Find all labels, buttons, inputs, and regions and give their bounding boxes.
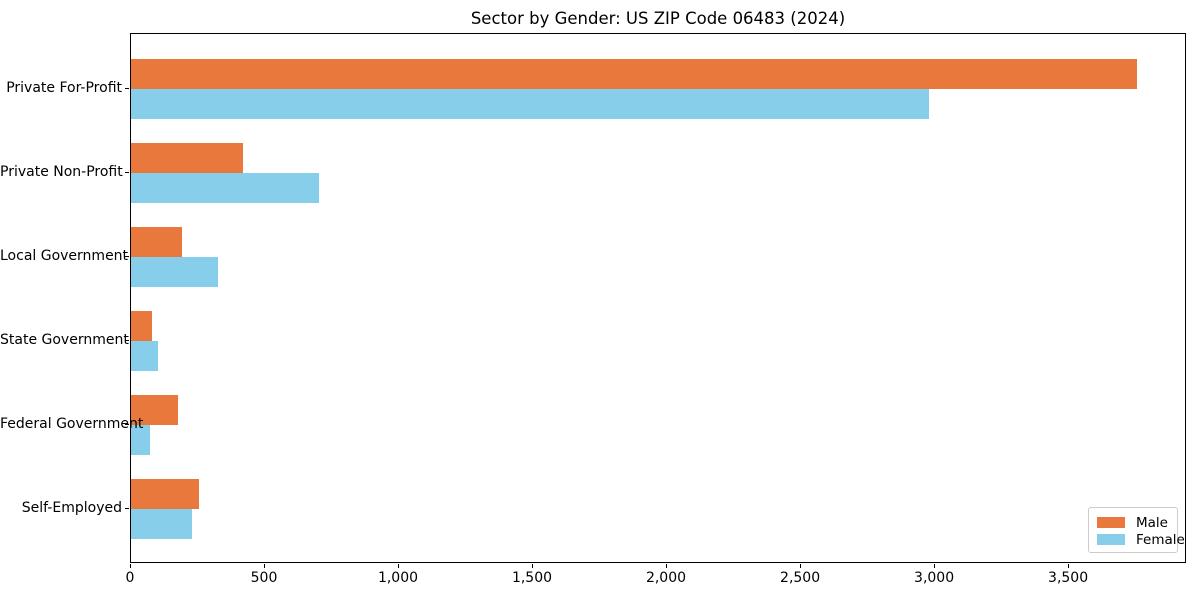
bar-female-self-employed xyxy=(131,509,193,539)
bar-female-state-government xyxy=(131,341,158,371)
bar-female-local-government xyxy=(131,257,219,287)
bar-male-private-non-profit xyxy=(131,143,243,173)
x-axis-tick-mark xyxy=(264,564,265,568)
x-axis-tick-label: 500 xyxy=(250,570,278,586)
x-axis-tick-mark xyxy=(532,564,533,568)
legend-label-male: Male xyxy=(1136,514,1168,531)
bar-male-federal-government xyxy=(131,395,178,425)
y-axis-tick-mark xyxy=(125,424,129,425)
x-axis-tick-label: 0 xyxy=(125,570,135,586)
y-axis-tick-mark xyxy=(125,256,129,257)
y-axis-category-label: Private Non-Profit xyxy=(0,164,123,180)
y-axis-tick-mark xyxy=(125,88,129,89)
x-axis-tick-mark xyxy=(800,564,802,568)
legend-swatch-male xyxy=(1097,517,1125,528)
y-axis-category-label: State Government xyxy=(0,332,129,348)
y-axis-tick-mark xyxy=(125,340,129,341)
x-axis-tick-mark xyxy=(1068,564,1070,568)
legend-swatch-female xyxy=(1097,534,1125,545)
x-axis-tick-label: 1,000 xyxy=(377,570,419,586)
y-axis-category-label: Local Government xyxy=(0,248,129,264)
x-axis-tick-label: 2,500 xyxy=(780,570,821,586)
bar-male-local-government xyxy=(131,227,182,257)
x-axis-tick-mark xyxy=(666,564,667,568)
y-axis-category-label: Self-Employed xyxy=(21,500,122,516)
x-axis-tick-label: 3,000 xyxy=(914,570,955,586)
bar-male-self-employed xyxy=(131,479,200,509)
x-axis-tick-mark xyxy=(398,564,399,568)
y-axis-tick-mark xyxy=(125,508,129,509)
bar-male-state-government xyxy=(131,311,152,341)
bar-male-private-for-profit xyxy=(131,59,1138,89)
x-axis-tick-label: 1,500 xyxy=(511,570,553,586)
plot-area xyxy=(130,33,1186,563)
x-axis-tick-label: 2,000 xyxy=(645,570,687,586)
legend-entry-male: Male xyxy=(1097,514,1177,531)
bar-female-private-non-profit xyxy=(131,173,319,203)
legend-entry-female: Female xyxy=(1097,531,1185,548)
chart-title: Sector by Gender: US ZIP Code 06483 (202… xyxy=(470,9,846,28)
x-axis-tick-mark xyxy=(130,564,131,568)
y-axis-tick-mark xyxy=(125,172,129,173)
y-axis-category-label: Private For-Profit xyxy=(6,80,122,96)
bar-female-federal-government xyxy=(131,425,150,455)
legend-label-female: Female xyxy=(1136,531,1185,548)
bar-female-private-for-profit xyxy=(131,89,930,119)
x-axis-tick-label: 3,500 xyxy=(1048,570,1089,586)
y-axis-category-label: Federal Government xyxy=(0,416,144,432)
x-axis-tick-mark xyxy=(934,564,936,568)
legend: Male Female xyxy=(1088,507,1185,553)
